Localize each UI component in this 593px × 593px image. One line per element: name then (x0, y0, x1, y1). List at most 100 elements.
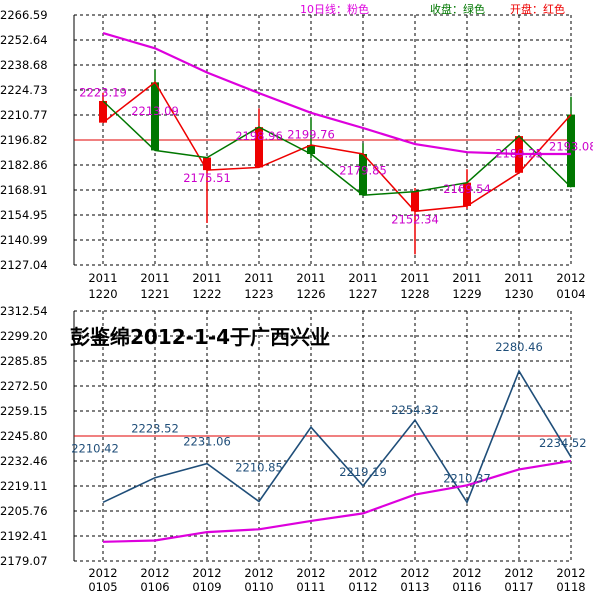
data-label: 2210.85 (235, 460, 283, 474)
candle-body (567, 114, 575, 188)
y-tick-label: 2299.20 (0, 329, 48, 343)
watermark-text: 彭鉴绵2012-1-4于广西兴业 (70, 325, 330, 349)
y-tick-label: 2168.91 (0, 183, 48, 197)
candle-body (255, 127, 263, 168)
data-label: 2219.19 (339, 465, 387, 479)
x-tick-year: 2012 (504, 566, 533, 580)
y-tick-label: 2238.68 (0, 58, 48, 72)
open-line (102, 81, 572, 213)
data-label: 2175.51 (183, 171, 231, 185)
x-tick-year: 2011 (192, 271, 221, 285)
x-tick-date: 1221 (140, 287, 169, 301)
x-tick-date: 1226 (296, 287, 325, 301)
y-tick-label: 2259.15 (0, 404, 48, 418)
x-tick-year: 2012 (556, 271, 585, 285)
x-tick-date: 0116 (452, 580, 481, 593)
y-tick-label: 2224.73 (0, 83, 48, 97)
x-tick-date: 1223 (244, 287, 273, 301)
x-tick-year: 2012 (244, 566, 273, 580)
x-tick-date: 1229 (452, 287, 481, 301)
x-tick-date: 0109 (192, 580, 221, 593)
candle-body (307, 145, 315, 155)
x-tick-date: 0105 (88, 580, 117, 593)
candle-body (411, 191, 419, 212)
x-tick-year: 2012 (192, 566, 221, 580)
x-tick-year: 2012 (296, 566, 325, 580)
y-tick-label: 2182.86 (0, 158, 48, 172)
data-label: 2199.76 (287, 128, 335, 142)
legend-entry: 开盘：红色 (510, 2, 565, 16)
x-tick-date: 1227 (348, 287, 377, 301)
x-tick-year: 2011 (452, 271, 481, 285)
x-tick-date: 1228 (400, 287, 429, 301)
x-tick-year: 2012 (400, 566, 429, 580)
candle-body (359, 154, 367, 196)
y-tick-label: 2219.11 (0, 479, 48, 493)
x-tick-date: 0117 (504, 580, 533, 593)
data-label: 2169.54 (443, 182, 491, 196)
candle-body (463, 182, 471, 206)
y-tick-label: 2127.04 (0, 258, 48, 272)
x-tick-date: 0111 (296, 580, 325, 593)
x-tick-year: 2012 (452, 566, 481, 580)
y-tick-label: 2192.41 (0, 529, 48, 543)
candle-body (203, 157, 211, 171)
ma10-line (102, 32, 571, 156)
y-tick-label: 2179.07 (0, 554, 48, 568)
y-tick-label: 2266.59 (0, 8, 48, 22)
data-label: 2210.42 (71, 441, 119, 455)
x-tick-date: 0113 (400, 580, 429, 593)
candlestick-panel: 2266.59 2252.64 2238.68 2224.73 2210.77 2196.… (0, 2, 593, 301)
x-tick-date: 1220 (88, 287, 117, 301)
x-tick-year: 2012 (348, 566, 377, 580)
x-tick-year: 2011 (348, 271, 377, 285)
data-label: 2189.25 (495, 147, 543, 161)
data-label: 2213.09 (131, 104, 179, 118)
y-tick-label: 2285.85 (0, 354, 48, 368)
x-tick-year: 2011 (88, 271, 117, 285)
data-label: 2223.52 (131, 422, 179, 436)
data-label: 2179.85 (339, 163, 387, 177)
x-tick-year: 2012 (140, 566, 169, 580)
y-tick-label: 2196.82 (0, 133, 48, 147)
candle-body (99, 100, 107, 123)
x-tick-year: 2012 (556, 566, 585, 580)
x-tick-date: 0106 (140, 580, 169, 593)
x-tick-date: 0110 (244, 580, 273, 593)
y-tick-label: 2272.50 (0, 379, 48, 393)
x-tick-year: 2011 (296, 271, 325, 285)
close-line (102, 100, 572, 196)
data-label: 2280.46 (495, 340, 543, 354)
y-tick-label: 2210.77 (0, 108, 48, 122)
y-tick-label: 2312.54 (0, 304, 48, 318)
data-label: 2198.96 (235, 129, 283, 143)
x-tick-date: 0118 (556, 580, 585, 593)
y-tick-label: 2245.80 (0, 429, 48, 443)
x-tick-year: 2011 (400, 271, 429, 285)
legend-entry: 收盘：绿色 (430, 2, 485, 16)
data-label: 2223.19 (79, 86, 127, 100)
data-label: 2254.32 (391, 403, 439, 417)
price-line (102, 369, 572, 505)
data-label: 2231.06 (183, 435, 231, 449)
x-tick-year: 2011 (504, 271, 533, 285)
x-tick-date: 0112 (348, 580, 377, 593)
x-tick-date: 1222 (192, 287, 221, 301)
x-tick-year: 2011 (244, 271, 273, 285)
data-label: 2234.52 (539, 436, 587, 450)
x-tick-year: 2012 (88, 566, 117, 580)
y-tick-label: 2154.95 (0, 208, 48, 222)
y-tick-label: 2205.76 (0, 504, 48, 518)
x-tick-date: 1230 (504, 287, 533, 301)
line-panel: 2312.54 2299.20 2285.85 2272.50 2259.15 2245.… (0, 304, 587, 593)
data-label: 2193.08 (549, 140, 593, 154)
legend-entry: 10日线：粉色 (300, 2, 369, 16)
y-tick-label: 2140.99 (0, 233, 48, 247)
x-tick-date: 0104 (556, 287, 585, 301)
y-tick-label: 2232.46 (0, 454, 48, 468)
data-label: 2152.34 (391, 213, 439, 227)
ma-line (102, 459, 572, 543)
x-tick-year: 2011 (140, 271, 169, 285)
data-label: 2210.37 (443, 471, 491, 485)
